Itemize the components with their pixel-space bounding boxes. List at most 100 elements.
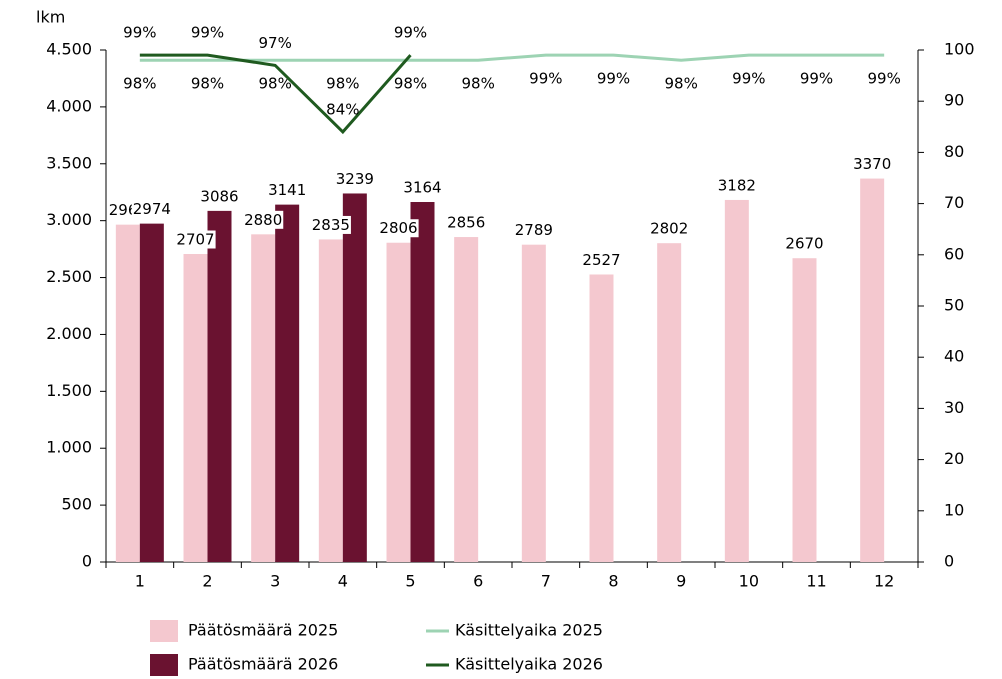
label-background [513,221,554,240]
line-value-label: 99% [123,24,156,42]
line-value-label: 99% [597,70,630,88]
legend-swatch [150,654,178,676]
label-background [243,210,284,229]
bar [860,178,885,562]
bar [318,239,343,562]
x-tick-label: 9 [676,572,686,591]
x-tick-label: 10 [739,572,759,591]
label-background [131,200,172,219]
bar [275,204,300,562]
label-background [267,181,308,200]
bar [115,224,140,562]
bar [454,237,479,562]
x-tick-label: 3 [270,572,280,591]
y2-tick-label: 80 [944,142,964,161]
x-tick-label: 1 [135,572,145,591]
bar-value-label: 3370 [853,155,891,173]
y2-tick-label: 70 [944,193,964,212]
bar [792,258,817,562]
bar [724,199,749,562]
y-tick-label: 500 [61,495,92,514]
y-axis-label: lkm [36,8,65,27]
label-background [378,219,419,238]
y2-tick-label: 30 [944,398,964,417]
x-tick-label: 7 [541,572,551,591]
label-background [199,187,240,206]
bar [410,202,435,562]
label-background [446,213,487,232]
bar-value-label: 2806 [379,219,417,237]
y2-tick-label: 50 [944,296,964,315]
bar-value-label: 3239 [336,170,374,188]
bar-value-label: 2835 [312,216,350,234]
x-tick-label: 12 [874,572,894,591]
label-background [581,250,622,269]
y-tick-label: 2.500 [46,267,92,286]
bar-value-label: 2707 [176,231,214,249]
line-value-label: 98% [326,75,359,93]
bar-value-label: 3141 [268,181,306,199]
label-background [784,234,825,253]
bar-value-label: 2802 [650,220,688,238]
x-tick-label: 6 [473,572,483,591]
bar [589,274,614,562]
bar [207,210,232,562]
x-tick-label: 8 [608,572,618,591]
legend-label: Päätösmäärä 2026 [188,655,338,674]
label-background [402,178,443,197]
y2-tick-label: 0 [944,552,954,571]
line-value-label: 97% [258,34,291,52]
line-value-label: 98% [258,75,291,93]
line-value-label: 98% [394,75,427,93]
bar [386,242,411,562]
line-value-label: 98% [191,75,224,93]
line [139,53,412,135]
y-tick-label: 4.500 [46,40,92,59]
x-tick-label: 2 [202,572,212,591]
line-value-label: 98% [664,75,697,93]
bar-value-label: 2670 [785,235,823,253]
legend-label: Käsittelyaika 2026 [455,655,603,674]
bar-value-label: 3182 [718,176,756,194]
line [139,53,885,62]
y-tick-label: 0 [82,552,92,571]
y2-tick-label: 60 [944,244,964,263]
bar-value-label: 3164 [403,179,441,197]
bar-value-label: 2880 [244,211,282,229]
line-value-label: 99% [394,24,427,42]
bar [657,243,682,562]
y2-tick-label: 40 [944,347,964,366]
legend-swatch [150,620,178,642]
y2-tick-label: 10 [944,500,964,519]
legend-label: Päätösmäärä 2025 [188,621,338,640]
y2-tick-label: 90 [944,91,964,110]
y-tick-label: 3.000 [46,210,92,229]
y-tick-label: 3.500 [46,153,92,172]
line-value-label: 99% [800,70,833,88]
y2-tick-label: 100 [944,40,975,59]
x-tick-label: 5 [405,572,415,591]
label-background [852,155,893,174]
y-tick-label: 2.000 [46,324,92,343]
label-background [649,219,690,238]
label-background [310,215,351,234]
line-value-label: 84% [326,100,359,118]
line-value-label: 98% [461,75,494,93]
bar-value-label: 2856 [447,214,485,232]
x-tick-label: 11 [806,572,826,591]
label-background [334,169,375,188]
bar [342,193,367,563]
line-value-label: 99% [191,24,224,42]
label-background [716,176,757,195]
line-value-label: 99% [732,70,765,88]
line-value-label: 99% [529,70,562,88]
line-value-label: 99% [867,70,900,88]
bar [251,234,276,562]
line-value-label: 98% [123,75,156,93]
y2-tick-label: 20 [944,449,964,468]
y-tick-label: 4.000 [46,96,92,115]
bar-value-label: 2527 [582,251,620,269]
bar [139,223,164,563]
bar [183,254,208,563]
